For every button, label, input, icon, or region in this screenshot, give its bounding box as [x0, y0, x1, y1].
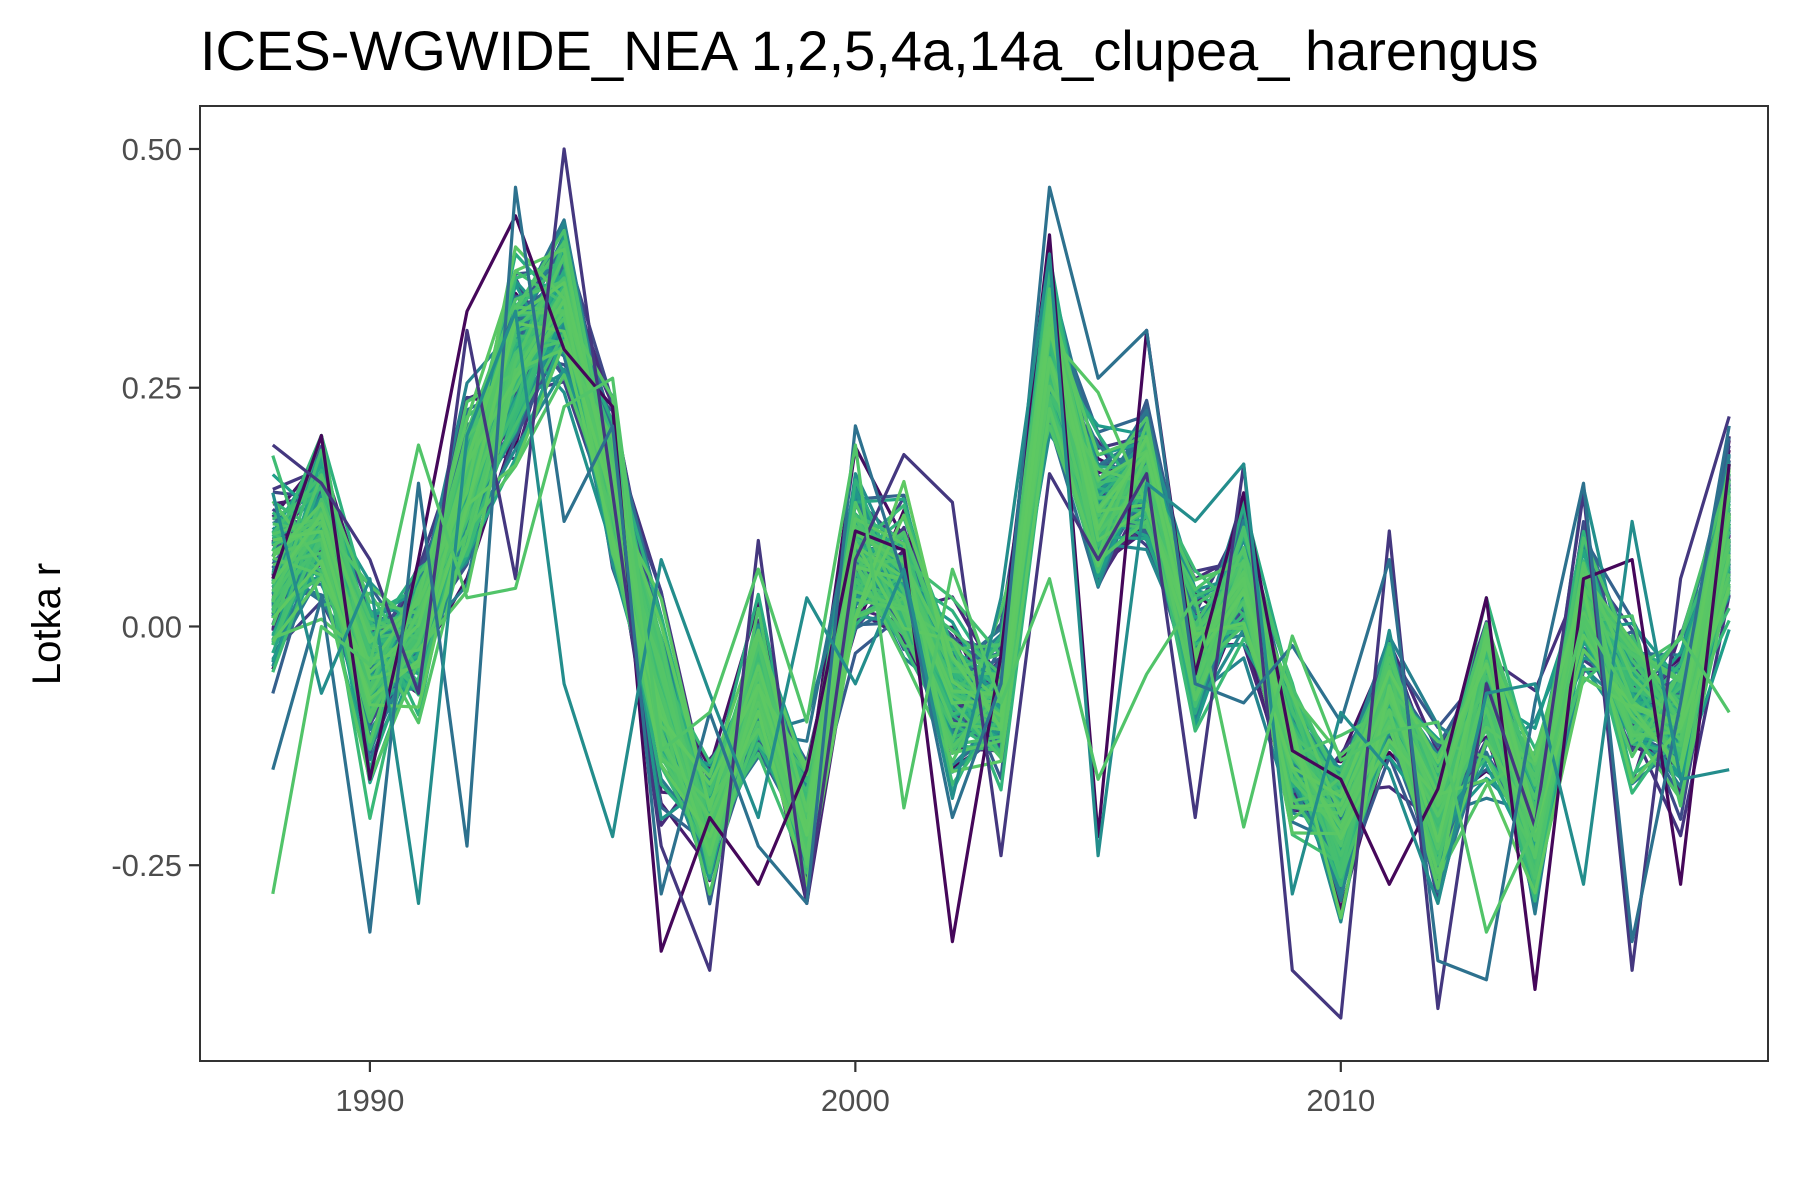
- plot-panel-border: [199, 105, 1769, 1062]
- series-line-149: [272, 313, 1731, 920]
- series-line-153: [271, 185, 1731, 982]
- y-tick-label: 0.00: [122, 609, 182, 644]
- y-tick-label: -0.25: [111, 848, 182, 883]
- x-axis: 1990 2000 2010: [335, 1061, 1375, 1118]
- x-tick-label: 2000: [821, 1083, 890, 1118]
- series-line-152: [271, 147, 1731, 1020]
- series-line-145: [271, 247, 1731, 890]
- y-axis-label: Lotka r: [25, 563, 69, 685]
- y-tick-label: 0.50: [122, 132, 182, 167]
- series-lines: [271, 147, 1731, 1020]
- chart-title: ICES-WGWIDE_NEA 1,2,5,4a,14a_clupea_ har…: [200, 19, 1539, 82]
- x-tick-label: 2010: [1306, 1083, 1375, 1118]
- series-line-154: [271, 252, 1730, 906]
- series-line-151: [271, 214, 1731, 992]
- y-axis: 0.50 0.25 0.00 -0.25: [111, 132, 200, 883]
- series-line-155: [271, 376, 1731, 934]
- x-tick-label: 1990: [335, 1083, 404, 1118]
- y-tick-label: 0.25: [122, 371, 182, 406]
